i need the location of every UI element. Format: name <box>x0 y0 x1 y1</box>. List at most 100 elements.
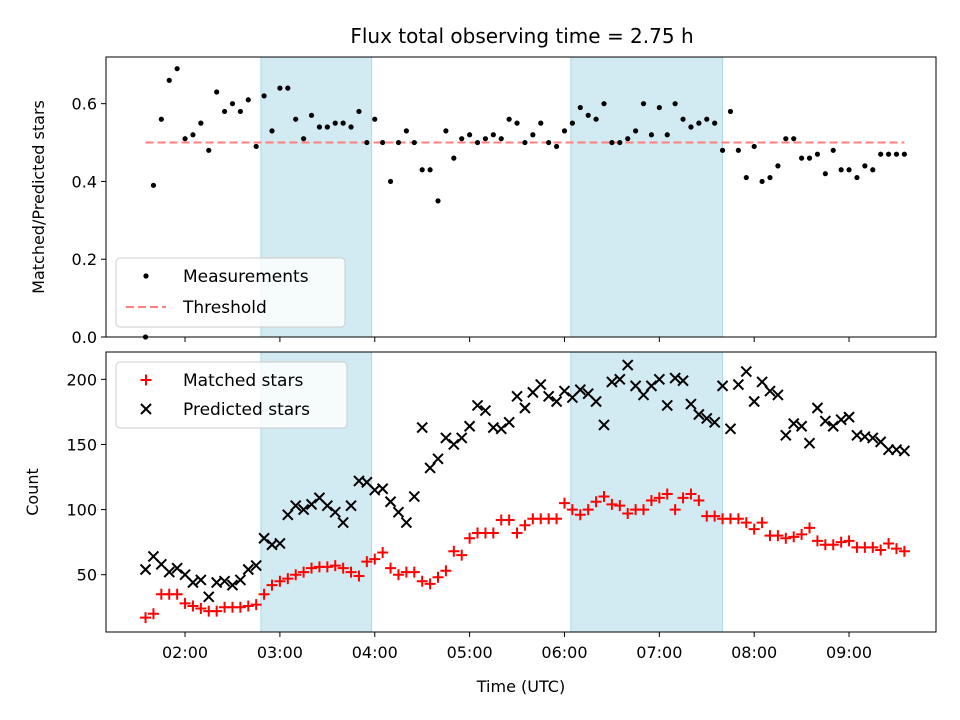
matched-star-point <box>274 575 286 587</box>
measurement-point <box>546 139 552 146</box>
measurement-point <box>846 167 852 173</box>
predicted-star-point <box>503 416 515 429</box>
measurement-point <box>712 120 718 126</box>
measurement-point <box>656 104 662 111</box>
measurement-point <box>719 147 726 153</box>
legend-predicted-marker <box>140 403 152 415</box>
predicted-star-point <box>282 509 294 521</box>
measurement-point <box>585 112 591 118</box>
predicted-star-point <box>187 576 199 589</box>
predicted-star-point <box>614 373 626 386</box>
measurement-point <box>830 147 836 153</box>
measurement-point <box>427 167 433 173</box>
measurement-point <box>838 167 844 173</box>
predicted-star-point <box>590 395 602 408</box>
bottom-y-ticks: 50 100 150 200 <box>66 370 106 585</box>
predicted-star-point <box>803 437 816 449</box>
measurement-point <box>775 163 781 169</box>
predicted-star-point <box>716 380 729 392</box>
measurement-point <box>253 143 259 150</box>
matched-star-point <box>811 535 823 547</box>
matched-star-point <box>898 545 910 557</box>
predicted-star-point <box>337 516 349 529</box>
matched-star-point <box>353 570 365 582</box>
measurement-point <box>182 136 188 142</box>
top-y-ticks: 0.0 0.2 0.4 0.6 <box>72 95 106 347</box>
measurement-point <box>791 136 797 142</box>
matched-star-point <box>519 519 531 531</box>
matched-star-point <box>282 573 294 585</box>
matched-star-point <box>258 588 270 600</box>
measurement-point <box>885 151 892 157</box>
predicted-star-point <box>471 399 484 412</box>
matched-star-point <box>416 575 428 587</box>
measurement-point <box>633 128 639 134</box>
predicted-star-point <box>297 503 310 516</box>
predicted-star-point <box>574 384 586 396</box>
measurement-point <box>308 112 315 118</box>
matched-star-point <box>179 597 191 609</box>
bottom-y-tick-label: 150 <box>66 435 97 454</box>
matched-star-point <box>306 562 318 574</box>
matched-star-point <box>590 496 602 508</box>
bottom-x-tick-label: 05:00 <box>447 643 493 662</box>
matched-star-point <box>487 527 499 539</box>
measurement-point <box>814 151 821 157</box>
measurement-point <box>522 139 528 146</box>
measurement-point <box>514 120 520 126</box>
predicted-star-point <box>242 563 254 576</box>
matched-star-point <box>242 600 254 612</box>
bottom-x-tick-label: 04:00 <box>352 643 398 662</box>
measurement-point <box>158 116 164 122</box>
measurement-point <box>727 108 734 115</box>
predicted-star-point <box>290 499 302 512</box>
matched-star-point <box>669 504 681 516</box>
predicted-star-point <box>772 389 784 401</box>
predicted-star-point <box>835 414 847 426</box>
matched-star-point <box>614 500 626 512</box>
measurement-point <box>380 139 386 146</box>
measurement-point <box>490 132 496 138</box>
matched-star-point <box>440 565 452 577</box>
matched-star-point <box>827 539 839 551</box>
predicted-star-point <box>376 483 389 495</box>
measurement-point <box>285 85 291 91</box>
matched-star-point <box>677 492 689 504</box>
matched-star-points <box>140 488 910 624</box>
bottom-x-tick-label: 07:00 <box>636 643 682 662</box>
measurement-point <box>561 128 568 134</box>
measurement-point <box>854 174 860 181</box>
predicted-star-point <box>542 390 555 402</box>
predicted-star-point <box>693 408 705 421</box>
matched-star-point <box>424 578 436 590</box>
bottom-legend-box <box>115 361 348 429</box>
measurement-point <box>862 163 868 169</box>
measurement-point <box>648 132 655 138</box>
predicted-star-point <box>195 574 207 586</box>
matched-star-point <box>345 566 357 578</box>
bottom-y-tick-label: 100 <box>66 501 97 520</box>
predicted-star-point <box>819 415 832 427</box>
measurement-point <box>150 182 157 188</box>
measurement-point <box>387 178 394 185</box>
bottom-y-axis-label: Count <box>23 468 42 516</box>
predicted-star-point <box>392 506 405 518</box>
matched-star-point <box>661 488 673 500</box>
measurement-point <box>553 143 560 150</box>
matched-star-point <box>211 605 223 617</box>
bottom-legend: Matched stars Predicted stars <box>115 361 348 429</box>
measurement-point <box>743 174 749 181</box>
matched-star-point <box>408 566 420 578</box>
measurement-point <box>419 167 425 173</box>
measurement-point <box>301 136 307 142</box>
matched-star-point <box>321 561 333 573</box>
measurement-point <box>372 116 378 122</box>
measurement-point <box>799 155 805 161</box>
matched-star-point <box>835 536 847 548</box>
predicted-star-point <box>250 559 262 572</box>
predicted-star-point <box>732 378 745 391</box>
measurement-point <box>664 132 670 138</box>
bottom-x-ticks: 02:00 03:00 04:00 05:00 06:00 07:00 08:00 09:00 <box>162 632 872 662</box>
measurement-point <box>348 124 354 130</box>
